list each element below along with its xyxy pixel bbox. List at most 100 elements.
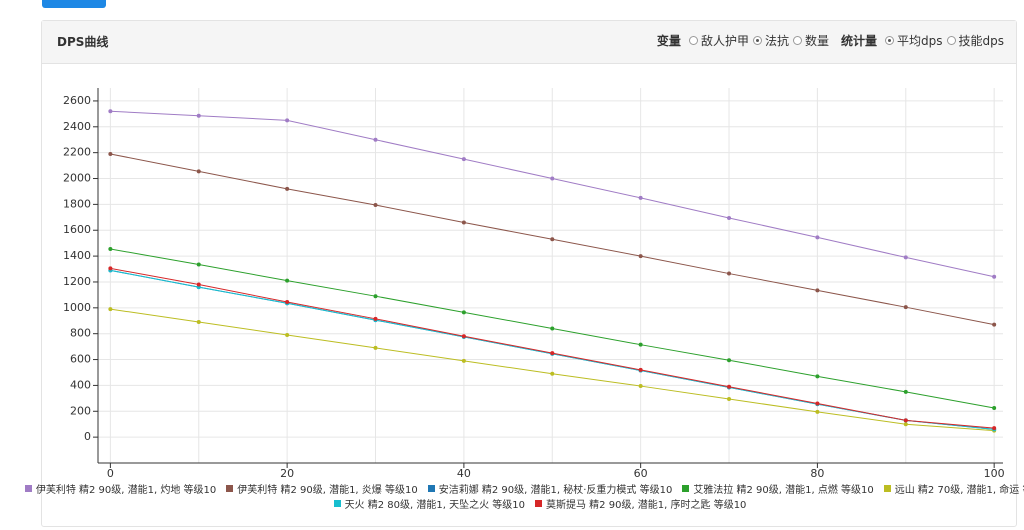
radio-option[interactable]: 数量 — [792, 32, 829, 49]
data-point — [461, 358, 466, 363]
data-point — [461, 157, 466, 162]
legend-item[interactable]: 莫斯提马 精2 90级, 潜能1, 序时之匙 等级10 — [535, 496, 746, 511]
data-point — [815, 288, 820, 293]
x-tick-label: 100 — [984, 467, 1005, 480]
data-point — [638, 195, 643, 200]
legend-label: 伊芙利特 精2 90级, 潜能1, 炎爆 等级10 — [237, 485, 418, 496]
legend-label: 天火 精2 80级, 潜能1, 天坠之火 等级10 — [344, 500, 525, 511]
data-point — [285, 300, 290, 305]
control-label: 变量 — [656, 34, 681, 48]
data-point — [285, 278, 290, 283]
data-point — [196, 282, 201, 287]
legend-row: 天火 精2 80级, 潜能1, 天坠之火 等级10 莫斯提马 精2 90级, 潜能… — [60, 496, 1020, 511]
data-point — [285, 118, 290, 123]
data-point — [903, 305, 908, 310]
data-point — [373, 294, 378, 299]
radio[interactable] — [885, 36, 894, 45]
data-point — [550, 351, 555, 356]
data-point — [638, 367, 643, 372]
radio-option[interactable]: 平均dps — [885, 32, 943, 49]
legend-label: 伊芙利特 精2 90级, 潜能1, 灼地 等级10 — [35, 485, 217, 496]
data-point — [638, 342, 643, 347]
data-point — [373, 137, 378, 142]
x-tick-label: 60 — [634, 467, 648, 480]
legend-label: 艾雅法拉 精2 90级, 潜能1, 点燃 等级10 — [693, 485, 874, 496]
legend-swatch — [226, 485, 234, 492]
data-point — [108, 307, 113, 312]
legend-swatch — [333, 500, 341, 507]
legend-swatch — [427, 485, 435, 492]
data-point — [550, 371, 555, 376]
data-point — [727, 396, 732, 401]
y-tick-label: 1200 — [63, 275, 91, 288]
legend-label: 远山 精2 70级, 潜能1, 命运 等级10 — [894, 485, 1024, 496]
data-point — [461, 334, 466, 339]
data-point — [903, 418, 908, 423]
radio[interactable] — [752, 36, 762, 45]
data-point — [108, 151, 113, 156]
data-point — [550, 176, 555, 181]
y-tick-label: 800 — [70, 327, 91, 340]
data-point — [815, 409, 820, 414]
y-tick-label: 200 — [70, 404, 91, 417]
radio[interactable] — [946, 36, 956, 45]
data-point — [727, 215, 732, 220]
data-point — [461, 220, 466, 225]
legend-item[interactable]: 伊芙利特 精2 90级, 潜能1, 炎爆 等级10 — [226, 481, 418, 496]
y-tick-label: 0 — [84, 430, 91, 443]
legend-label: 莫斯提马 精2 90级, 潜能1, 序时之匙 等级10 — [546, 500, 747, 511]
legend-item[interactable]: 艾雅法拉 精2 90级, 潜能1, 点燃 等级10 — [682, 481, 874, 496]
legend-item[interactable]: 天火 精2 80级, 潜能1, 天坠之火 等级10 — [333, 496, 525, 511]
radio[interactable] — [792, 36, 802, 45]
data-point — [992, 274, 997, 279]
data-point — [638, 384, 643, 389]
panel-header: DPS曲线 变量 敌人护甲 法抗 数量 统计量 平均dps 技能dps — [42, 21, 1016, 64]
radio-label: 数量 — [804, 34, 829, 48]
data-point — [727, 358, 732, 363]
controls: 变量 敌人护甲 法抗 数量 统计量 平均dps 技能dps — [649, 32, 1004, 49]
legend-item[interactable]: 安洁莉娜 精2 90级, 潜能1, 秘杖·反重力模式 等级10 — [427, 481, 673, 496]
data-point — [992, 406, 997, 411]
y-tick-label: 600 — [70, 353, 91, 366]
legend-swatch — [883, 485, 891, 492]
data-point — [196, 169, 201, 174]
data-point — [108, 266, 113, 271]
radio-option[interactable]: 技能dps — [946, 32, 1004, 49]
data-point — [108, 246, 113, 251]
legend-swatch — [24, 485, 32, 492]
y-tick-label: 1600 — [63, 223, 91, 236]
legend-item[interactable]: 伊芙利特 精2 90级, 潜能1, 灼地 等级10 — [24, 481, 217, 496]
legend-label: 安洁莉娜 精2 90级, 潜能1, 秘杖·反重力模式 等级10 — [438, 485, 673, 496]
data-point — [196, 262, 201, 267]
data-point — [815, 401, 820, 406]
data-point — [285, 186, 290, 191]
data-point — [727, 384, 732, 389]
x-tick-label: 0 — [107, 467, 114, 480]
button[interactable] — [42, 0, 106, 8]
data-point — [903, 422, 908, 427]
data-point — [727, 271, 732, 276]
y-tick-label: 2400 — [63, 120, 91, 133]
panel: DPS曲线 变量 敌人护甲 法抗 数量 统计量 平均dps 技能dps — [41, 20, 1017, 527]
y-tick-label: 1400 — [63, 249, 91, 262]
data-point — [285, 332, 290, 337]
panel-title: DPS曲线 — [57, 35, 109, 49]
y-tick-label: 1800 — [63, 197, 91, 210]
legend-item[interactable]: 远山 精2 70级, 潜能1, 命运 等级10 — [883, 481, 1024, 496]
legend-swatch — [535, 500, 542, 507]
data-point — [108, 109, 113, 114]
data-point — [903, 255, 908, 260]
radio-option[interactable]: 法抗 — [752, 32, 789, 49]
data-point — [550, 237, 555, 242]
data-point — [373, 316, 378, 321]
data-point — [992, 322, 997, 327]
y-tick-label: 2000 — [63, 172, 91, 185]
x-tick-label: 80 — [810, 467, 824, 480]
data-point — [550, 326, 555, 331]
data-point — [903, 389, 908, 394]
radio-option[interactable]: 敌人护甲 — [688, 32, 749, 49]
data-point — [196, 320, 201, 325]
radio[interactable] — [688, 36, 698, 45]
data-point — [815, 374, 820, 379]
